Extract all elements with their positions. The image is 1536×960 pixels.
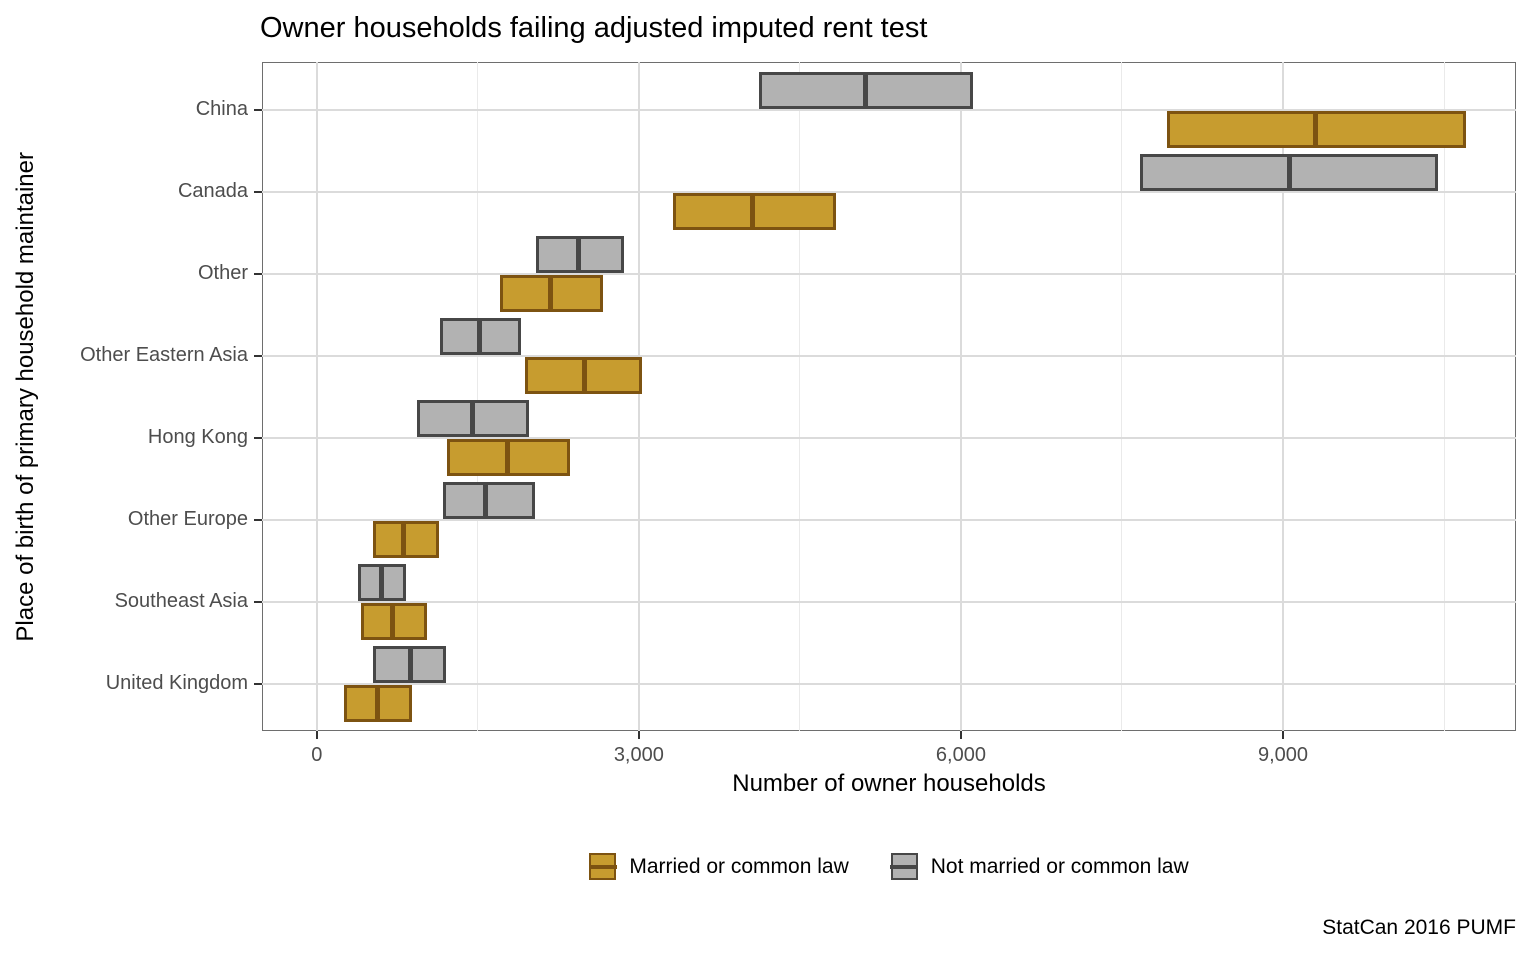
crossbar-midline [401,521,407,558]
crossbar-married [525,357,643,394]
v-gridline-major [1282,62,1285,731]
y-tick [254,273,262,275]
legend-label-married: Married or common law [629,854,849,878]
crossbar-not-married [443,482,535,519]
legend-label-not-married: Not married or common law [930,854,1189,878]
crossbar-married [360,603,428,640]
y-tick [254,109,262,111]
crossbar-midline [1312,111,1318,148]
crossbar-married [446,439,571,476]
legend-key-married-swatch [588,853,617,880]
legend-key-not-married-swatch [890,853,919,880]
y-category-label: Other Europe [127,508,248,530]
v-gridline-minor [799,62,801,731]
v-gridline-minor [1121,62,1123,731]
x-tick [637,731,640,739]
crossbar-not-married [416,400,530,437]
crossbar-midline [375,685,381,722]
h-gridline-major [262,519,1516,521]
crossbar-midline [1286,154,1292,191]
y-category-label: Other [197,262,248,284]
x-tick [315,731,318,739]
y-tick [254,601,262,603]
x-tick-label: 9,000 [1257,744,1309,766]
crossbar-married [500,275,604,312]
crossbar-midline [505,439,511,476]
y-category-label: Southeast Asia [114,590,248,612]
v-gridline-major [959,62,962,731]
v-gridline-minor [477,62,479,731]
y-category-label: United Kingdom [105,672,248,694]
chart-title: Owner households failing adjusted impute… [260,12,928,44]
legend-item-not-married: Not married or common law [890,853,1189,880]
crossbar-not-married [1140,154,1438,191]
y-category-label: China [195,98,248,120]
h-gridline-major [262,191,1516,193]
y-category-label: Other Eastern Asia [80,344,248,366]
crossbar-midline [482,482,488,519]
legend-key-midline [890,864,919,869]
crossbar-not-married [440,318,521,355]
crossbar-not-married [372,646,446,683]
y-tick [254,191,262,193]
h-gridline-major [262,109,1516,111]
crossbar-married [343,685,413,722]
h-gridline-major [262,683,1516,685]
crossbar-midline [862,72,868,109]
crossbar-not-married [759,72,973,109]
x-tick-label: 0 [311,744,323,766]
h-gridline-major [262,273,1516,275]
crossbar-midline [407,646,413,683]
crossbar-married [1167,111,1466,148]
x-tick-label: 3,000 [613,744,664,766]
legend-item-married: Married or common law [588,853,849,880]
y-tick [254,519,262,521]
crossbar-married [673,193,837,230]
caption: StatCan 2016 PUMF [1322,916,1516,939]
v-gridline-major [637,62,640,731]
v-gridline-minor [1443,62,1445,731]
crossbar-midline [750,193,756,230]
crossbar-midline [390,603,396,640]
crossbar-midline [581,357,587,394]
legend-key-midline [588,864,617,869]
crossbar-midline [469,400,475,437]
x-tick-label: 6,000 [935,744,986,766]
h-gridline-major [262,601,1516,603]
y-axis-title: Place of birth of primary household main… [12,151,39,642]
x-tick [959,731,962,739]
crossbar-not-married [357,564,406,601]
crossbar-midline [576,236,582,273]
x-tick [1282,731,1285,739]
y-tick [254,437,262,439]
crossbar-midline [477,318,483,355]
h-gridline-major [262,355,1516,357]
y-category-label: Canada [177,180,248,202]
y-tick [254,355,262,357]
y-category-label: Hong Kong [147,426,248,448]
crossbar-midline [548,275,554,312]
y-axis-title-wrap: Place of birth of primary household main… [12,62,40,731]
crossbar-married [372,521,440,558]
v-gridline-major [315,62,318,731]
crossbar-midline [378,564,384,601]
y-tick [254,683,262,685]
h-gridline-major [262,437,1516,439]
legend: Married or common law Not married or com… [262,853,1516,880]
crossbar-not-married [535,236,624,273]
x-axis-title: Number of owner households [732,770,1046,797]
